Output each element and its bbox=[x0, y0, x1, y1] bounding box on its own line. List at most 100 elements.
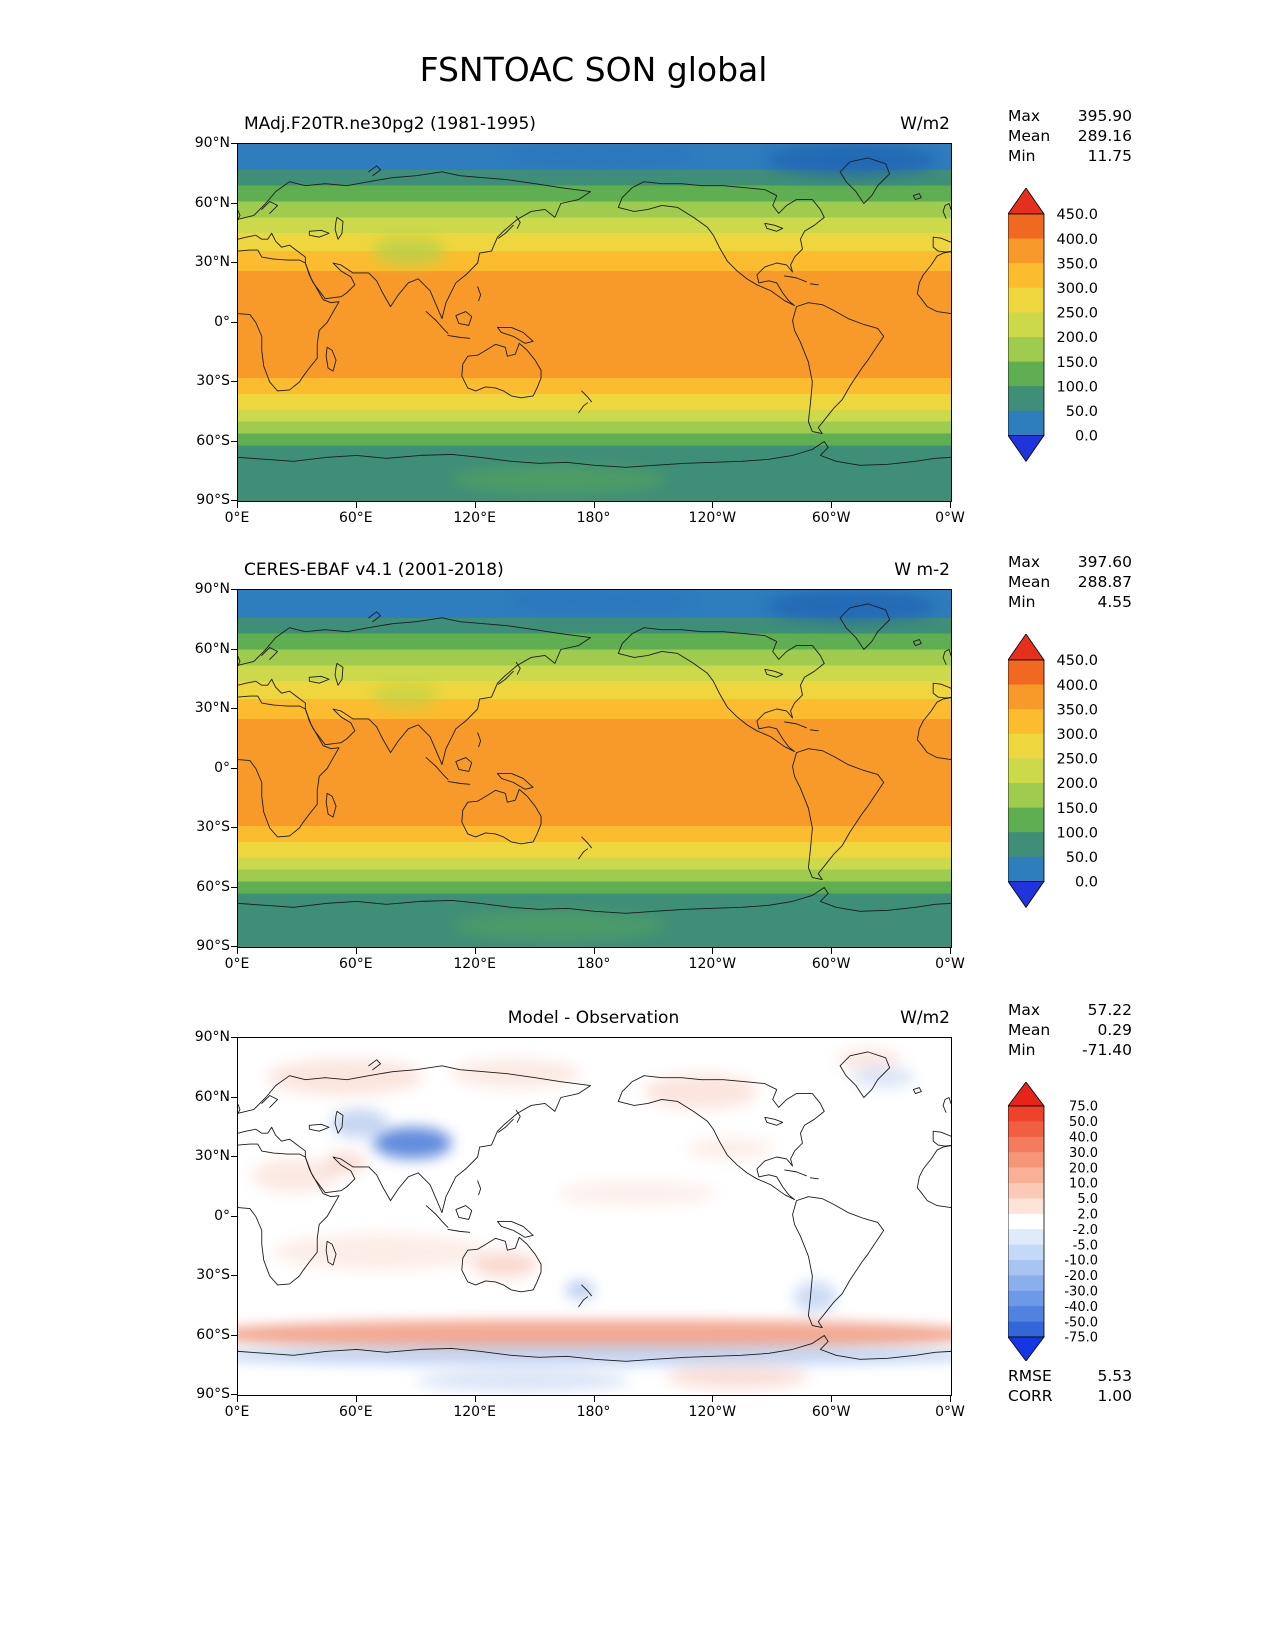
x-tick-label: 120°W bbox=[688, 510, 737, 526]
y-tick-label: 60°N bbox=[194, 1088, 230, 1105]
colorbar-model: 450.0 400.0 350.0 300.0 250.0 200.0 150.0 100.0… bbox=[1007, 187, 1120, 466]
colorbar-level-label: -30.0 bbox=[1064, 1285, 1098, 1300]
panel-model-title: MAdj.F20TR.ne30pg2 (1981-1995) bbox=[244, 114, 536, 134]
x-tick-label: 60°W bbox=[811, 956, 851, 972]
colorbar-level-label: 450.0 bbox=[1056, 207, 1098, 223]
x-tick-mark bbox=[950, 948, 951, 954]
y-tick-mark bbox=[231, 767, 237, 769]
stat-row-max: Max 397.60 bbox=[1008, 552, 1132, 572]
stat-row-max: Max 395.90 bbox=[1008, 106, 1132, 126]
y-tick-label: 90°S bbox=[196, 938, 230, 954]
colorbar-level-label: -10.0 bbox=[1064, 1254, 1098, 1269]
map-anomaly-region bbox=[473, 1252, 538, 1278]
map-anomaly-region bbox=[373, 682, 438, 708]
stat-value-mean: 289.16 bbox=[1077, 127, 1132, 145]
map-anomaly-region bbox=[373, 1127, 452, 1160]
y-tick-label: 0° bbox=[214, 1207, 230, 1224]
stat-value-max: 397.60 bbox=[1077, 553, 1132, 571]
colorbar-level-label: 150.0 bbox=[1056, 355, 1098, 371]
corr-value: 1.00 bbox=[1097, 1387, 1132, 1405]
x-tick-mark bbox=[355, 948, 357, 954]
stat-label-min: Min bbox=[1008, 593, 1036, 611]
y-tick-label: 60°S bbox=[196, 1326, 230, 1343]
x-tick-label: 0°W bbox=[935, 510, 965, 526]
map-anomaly-region bbox=[687, 1137, 773, 1160]
stat-row-max: Max 57.22 bbox=[1008, 1000, 1132, 1020]
stat-label-mean: Mean bbox=[1008, 1021, 1051, 1039]
y-tick-label: 60°S bbox=[196, 432, 230, 449]
colorbar-level-label: 50.0 bbox=[1069, 1115, 1098, 1130]
figure-title: FSNTOAC SON global bbox=[419, 50, 768, 89]
x-tick-mark bbox=[237, 502, 238, 508]
stat-row-min: Min 11.75 bbox=[1008, 146, 1132, 166]
panel-difference: Model - Observation W/m2 Max 57.22 Mean … bbox=[0, 1001, 1275, 1486]
y-tick-mark bbox=[231, 648, 237, 650]
stat-value-max: 57.22 bbox=[1087, 1001, 1132, 1019]
map-anomaly-region bbox=[252, 1159, 338, 1192]
y-tick-mark bbox=[231, 1215, 237, 1217]
x-tick-mark bbox=[831, 502, 833, 508]
stat-value-min: -71.40 bbox=[1082, 1041, 1132, 1059]
x-tick-mark bbox=[712, 1396, 714, 1402]
y-tick-label: 60°N bbox=[194, 194, 230, 211]
map-anomaly-region bbox=[266, 1059, 424, 1096]
y-tick-label: 30°N bbox=[194, 1148, 230, 1164]
coastlines-overlay bbox=[238, 603, 951, 914]
x-tick-label: 0°E bbox=[224, 510, 250, 526]
y-tick-mark bbox=[231, 321, 237, 323]
stat-label-max: Max bbox=[1008, 553, 1041, 571]
y-tick-mark bbox=[231, 262, 237, 263]
map-anomaly-region bbox=[508, 590, 695, 612]
colorbar-level-label: 2.0 bbox=[1077, 1208, 1098, 1223]
map-anomaly-region bbox=[508, 144, 695, 166]
x-tick-label: 180° bbox=[576, 1404, 611, 1420]
y-tick-label: 60°S bbox=[196, 878, 230, 895]
map-anomaly-region bbox=[451, 1059, 581, 1088]
map-anomaly-region bbox=[416, 1370, 631, 1392]
colorbar-level-label: 250.0 bbox=[1056, 306, 1098, 322]
colorbar-level-label: 400.0 bbox=[1056, 232, 1098, 248]
colorbar-level-label: 350.0 bbox=[1056, 702, 1098, 718]
y-tick-label: 30°S bbox=[196, 373, 230, 389]
y-tick-mark bbox=[231, 202, 237, 204]
colorbar-level-label: 400.0 bbox=[1056, 678, 1098, 694]
stats-block-model: Max 395.90 Mean 289.16 Min 11.75 bbox=[1008, 106, 1132, 166]
map-anomaly-region bbox=[765, 590, 937, 623]
map-observation bbox=[237, 589, 952, 948]
colorbar-level-label: 100.0 bbox=[1056, 825, 1098, 841]
y-tick-mark bbox=[231, 1334, 237, 1336]
colorbar-level-label: 75.0 bbox=[1069, 1100, 1098, 1115]
stat-row-mean: Mean 0.29 bbox=[1008, 1020, 1132, 1040]
map-anomaly-region bbox=[851, 1066, 916, 1088]
stats-block-difference: Max 57.22 Mean 0.29 Min -71.40 bbox=[1008, 1000, 1132, 1060]
stat-label-min: Min bbox=[1008, 1041, 1036, 1059]
x-tick-label: 120°W bbox=[688, 1404, 737, 1420]
stat-row-min: Min 4.55 bbox=[1008, 592, 1132, 612]
colorbar-level-label: 0.0 bbox=[1075, 875, 1098, 891]
colorbar-level-label: 100.0 bbox=[1056, 379, 1098, 395]
y-tick-mark bbox=[231, 1394, 237, 1395]
x-tick-mark bbox=[355, 502, 357, 508]
y-tick-label: 90°S bbox=[196, 492, 230, 508]
x-tick-mark bbox=[950, 1396, 951, 1402]
y-tick-mark bbox=[231, 708, 237, 709]
colorbar-level-label: 10.0 bbox=[1069, 1177, 1098, 1192]
panel-observation: CERES-EBAF v4.1 (2001-2018) W m-2 Max 39… bbox=[0, 553, 1275, 1038]
x-tick-mark bbox=[831, 1396, 833, 1402]
map-anomaly-region bbox=[330, 1109, 388, 1138]
colorbar-level-label: 450.0 bbox=[1056, 653, 1098, 669]
stat-row-min: Min -71.40 bbox=[1008, 1040, 1132, 1060]
stat-label-max: Max bbox=[1008, 1001, 1041, 1019]
colorbar-level-label: 300.0 bbox=[1056, 727, 1098, 743]
x-tick-label: 60°E bbox=[338, 956, 373, 972]
colorbar-level-label: 350.0 bbox=[1056, 256, 1098, 272]
x-tick-label: 120°E bbox=[453, 1404, 496, 1420]
y-tick-label: 30°N bbox=[194, 700, 230, 716]
map-anomaly-region bbox=[558, 1180, 716, 1206]
colorbar-level-label: 30.0 bbox=[1069, 1146, 1098, 1161]
colorbar-level-label: 0.0 bbox=[1075, 429, 1098, 445]
colorbar-level-label: 300.0 bbox=[1056, 281, 1098, 297]
colorbar-svg: 75.050.040.030.020.010.05.02.0-2.0-5.0-1… bbox=[1007, 1081, 1098, 1362]
x-tick-label: 180° bbox=[576, 956, 611, 972]
map-anomaly-region bbox=[765, 144, 937, 177]
